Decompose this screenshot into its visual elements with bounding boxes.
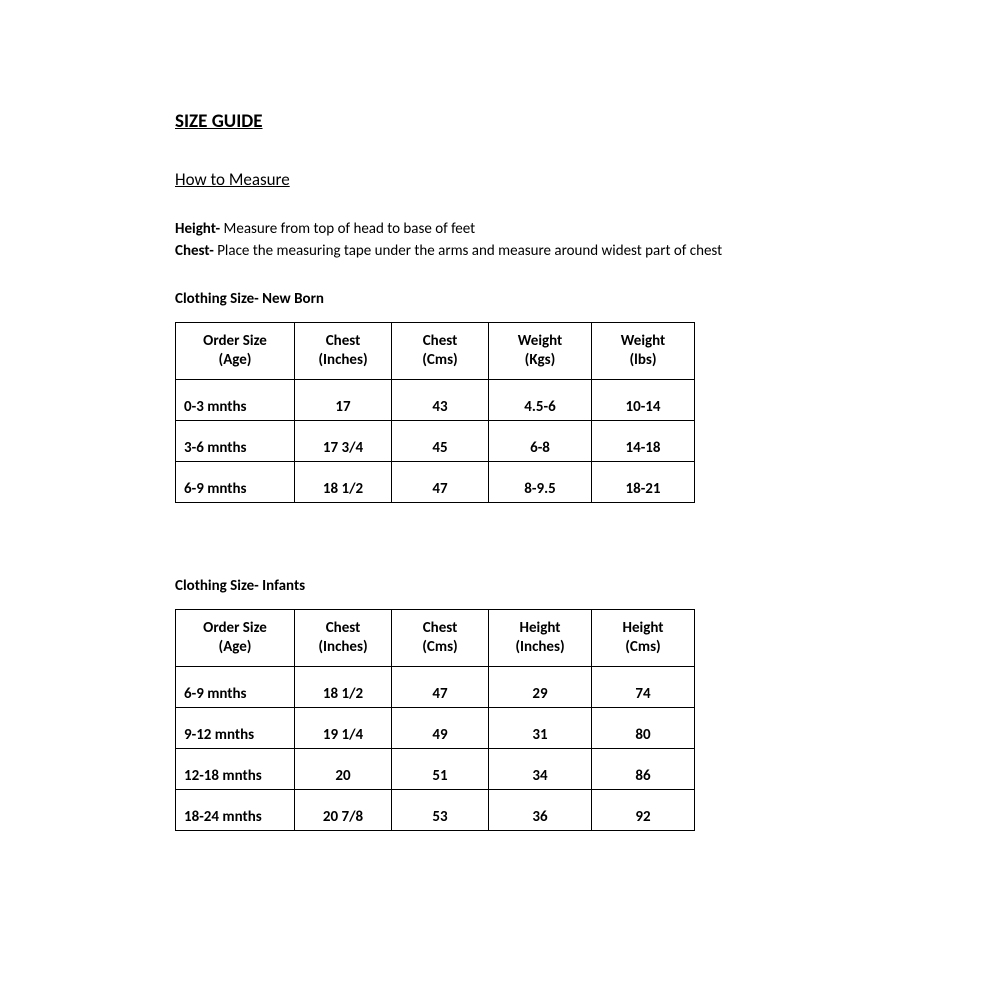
infants-cell: 53 — [392, 790, 489, 831]
page-title: SIZE GUIDE — [175, 110, 875, 133]
infants-cell: 29 — [489, 667, 592, 708]
newborn-cell: 8-9.5 — [489, 462, 592, 503]
newborn-cell: 17 — [295, 380, 392, 421]
infants-cell: 92 — [592, 790, 695, 831]
newborn-cell: 47 — [392, 462, 489, 503]
infants-cell: 19 1/4 — [295, 708, 392, 749]
infants-size-table: Order Size(Age)Chest(Inches)Chest(Cms)He… — [175, 609, 695, 831]
newborn-cell: 18 1/2 — [295, 462, 392, 503]
infants-cell: 80 — [592, 708, 695, 749]
infants-header: Chest(Cms) — [392, 610, 489, 667]
infants-cell: 51 — [392, 749, 489, 790]
newborn-cell: 18-21 — [592, 462, 695, 503]
newborn-cell: 43 — [392, 380, 489, 421]
infants-header: Chest(Inches) — [295, 610, 392, 667]
infants-cell: 74 — [592, 667, 695, 708]
newborn-cell: 0-3 mnths — [176, 380, 295, 421]
infants-cell: 31 — [489, 708, 592, 749]
measure-height-text: Measure from top of head to base of feet — [220, 220, 475, 238]
newborn-cell: 6-8 — [489, 421, 592, 462]
measure-chest-text: Place the measuring tape under the arms … — [214, 242, 722, 260]
table1-caption: Clothing Size- New Born — [175, 290, 875, 308]
newborn-cell: 17 3/4 — [295, 421, 392, 462]
newborn-header: Weight(lbs) — [592, 323, 695, 380]
newborn-header: Weight(Kgs) — [489, 323, 592, 380]
newborn-header: Chest(Inches) — [295, 323, 392, 380]
infants-header: Order Size(Age) — [176, 610, 295, 667]
infants-cell: 12-18 mnths — [176, 749, 295, 790]
newborn-cell: 6-9 mnths — [176, 462, 295, 503]
newborn-size-table: Order Size(Age)Chest(Inches)Chest(Cms)We… — [175, 322, 695, 503]
table-row: 18-24 mnths20 7/8533692 — [176, 790, 695, 831]
infants-header: Height(Cms) — [592, 610, 695, 667]
newborn-cell: 3-6 mnths — [176, 421, 295, 462]
measure-chest-label: Chest- — [175, 242, 214, 260]
measure-chest-line: Chest- Place the measuring tape under th… — [175, 242, 875, 260]
table-row: 6-9 mnths18 1/2478-9.518-21 — [176, 462, 695, 503]
newborn-header: Chest(Cms) — [392, 323, 489, 380]
infants-cell: 20 7/8 — [295, 790, 392, 831]
newborn-cell: 14-18 — [592, 421, 695, 462]
infants-cell: 34 — [489, 749, 592, 790]
newborn-header: Order Size(Age) — [176, 323, 295, 380]
table-row: 12-18 mnths20513486 — [176, 749, 695, 790]
newborn-cell: 45 — [392, 421, 489, 462]
table-row: 9-12 mnths19 1/4493180 — [176, 708, 695, 749]
infants-cell: 49 — [392, 708, 489, 749]
table-row: 0-3 mnths17434.5-610-14 — [176, 380, 695, 421]
table-row: 3-6 mnths17 3/4456-814-18 — [176, 421, 695, 462]
infants-cell: 47 — [392, 667, 489, 708]
how-to-measure-heading: How to Measure — [175, 169, 875, 190]
newborn-cell: 10-14 — [592, 380, 695, 421]
table-row: 6-9 mnths18 1/2472974 — [176, 667, 695, 708]
measure-height-line: Height- Measure from top of head to base… — [175, 220, 875, 238]
measure-height-label: Height- — [175, 220, 220, 238]
infants-cell: 6-9 mnths — [176, 667, 295, 708]
infants-cell: 9-12 mnths — [176, 708, 295, 749]
infants-cell: 36 — [489, 790, 592, 831]
infants-header: Height(Inches) — [489, 610, 592, 667]
table2-caption: Clothing Size- Infants — [175, 577, 875, 595]
infants-cell: 20 — [295, 749, 392, 790]
infants-cell: 18 1/2 — [295, 667, 392, 708]
infants-cell: 86 — [592, 749, 695, 790]
newborn-cell: 4.5-6 — [489, 380, 592, 421]
infants-cell: 18-24 mnths — [176, 790, 295, 831]
